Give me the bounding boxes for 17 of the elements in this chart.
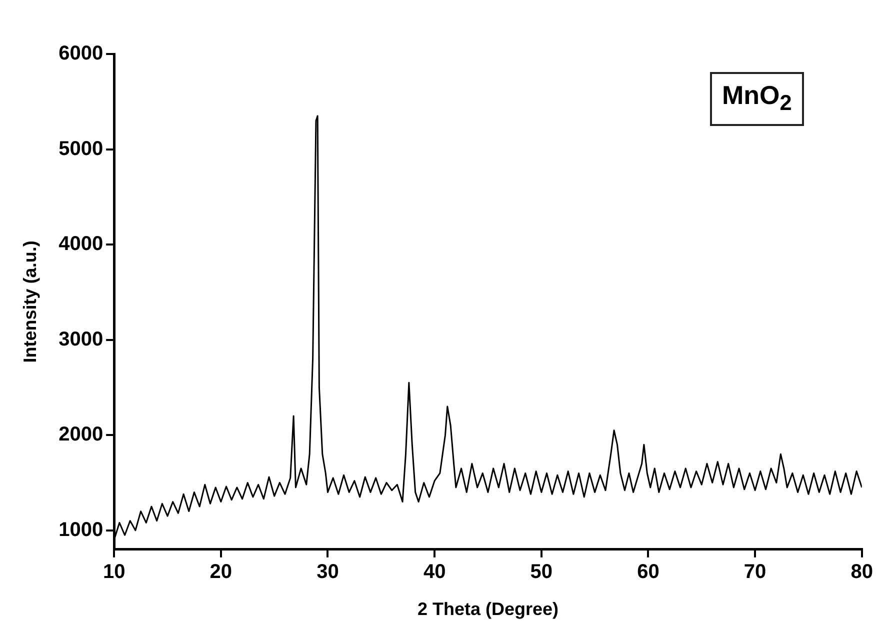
y-tick-label: 6000 <box>58 42 104 65</box>
x-tick-label: 70 <box>744 560 766 583</box>
x-tick-label: 60 <box>637 560 660 583</box>
y-tick-label: 5000 <box>58 138 104 160</box>
y-tick-label: 1000 <box>58 518 104 541</box>
annotation: MnO$_{2}$ <box>710 72 804 126</box>
y-tick-label: 3000 <box>58 328 104 350</box>
x-tick-label: 30 <box>316 560 339 583</box>
x-axis-title: 2 Theta (Degree) <box>417 599 559 620</box>
x-tick-label: 50 <box>530 560 553 583</box>
x-tick-label: 20 <box>210 560 232 583</box>
y-tick-label: 4000 <box>58 233 104 256</box>
x-tick-label: 40 <box>423 560 446 583</box>
y-axis-title: Intensity (a.u.) <box>20 240 40 363</box>
x-tick-label: 10 <box>102 560 126 583</box>
x-tick-label: 80 <box>850 560 873 583</box>
y-tick-label: 2000 <box>58 424 104 446</box>
